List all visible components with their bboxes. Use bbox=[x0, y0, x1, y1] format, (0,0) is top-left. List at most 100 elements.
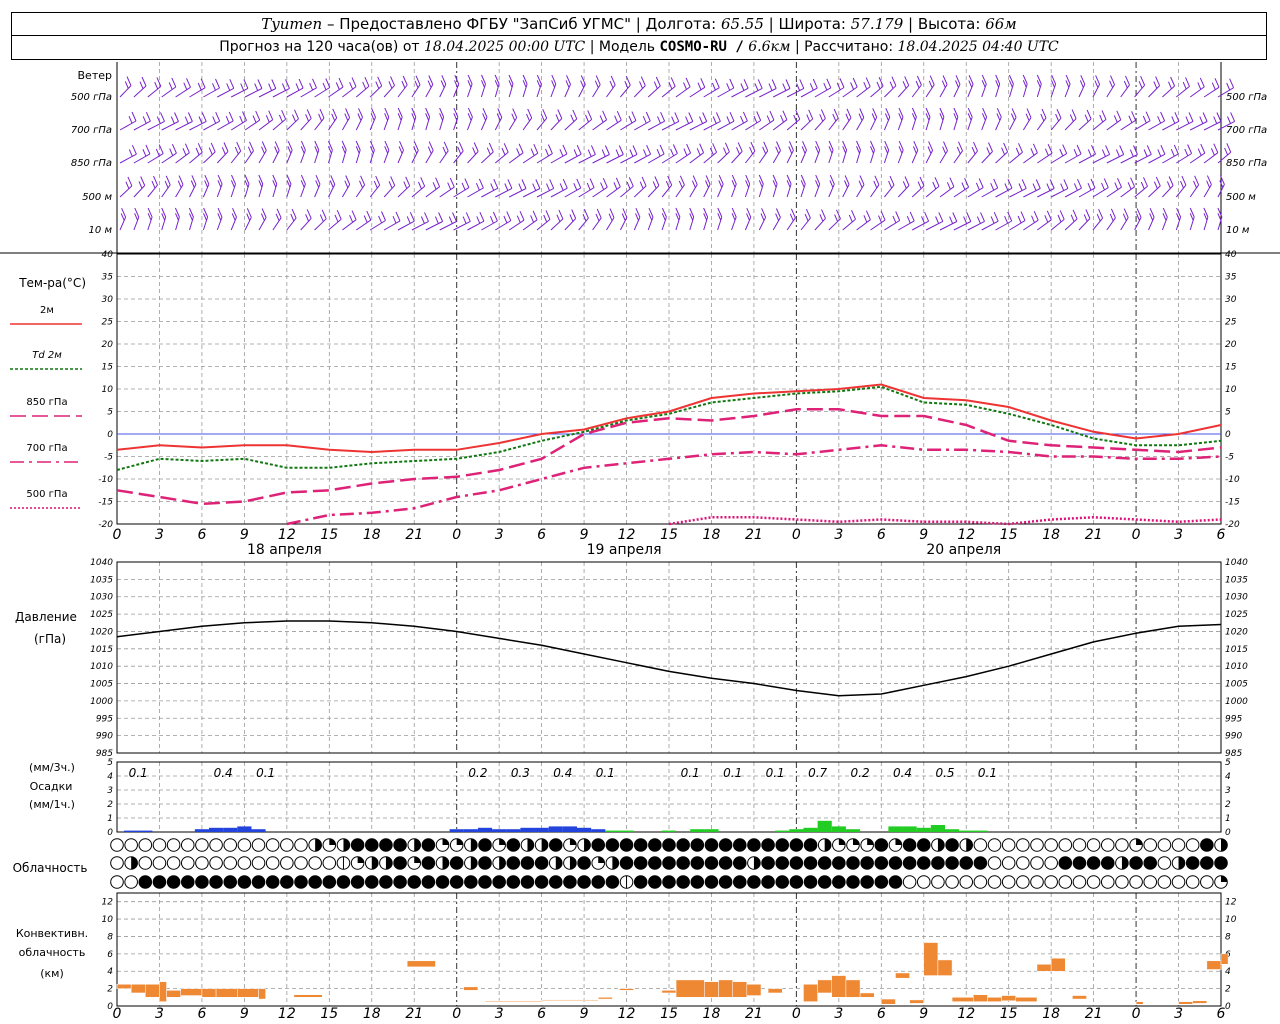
precip-snow-bar bbox=[223, 827, 238, 832]
wind-label: Ветер bbox=[78, 69, 112, 82]
precip-total-label: 0.1 bbox=[681, 766, 700, 780]
temp-ytick-left: 15 bbox=[102, 363, 114, 373]
cloud-symbol bbox=[379, 838, 393, 852]
temp-xtick: 18 bbox=[703, 527, 721, 543]
pressure-ytick-left: 1035 bbox=[90, 575, 113, 585]
wind-barb bbox=[1078, 109, 1092, 131]
cloud-symbol bbox=[789, 856, 804, 870]
cloud-symbol bbox=[987, 875, 1002, 889]
temp-ytick-left: 0 bbox=[107, 430, 113, 440]
cloud-symbol bbox=[548, 875, 563, 889]
temp-ytick-left: 30 bbox=[102, 295, 114, 305]
wind-barb bbox=[230, 79, 249, 98]
temp-legend-label: 700 гПа bbox=[26, 443, 67, 454]
cloud-symbol bbox=[379, 875, 393, 889]
cloud-symbol bbox=[1016, 875, 1030, 889]
pressure-ylabel-unit: (гПа) bbox=[34, 632, 66, 646]
wind-barb bbox=[925, 212, 944, 231]
wind-barb bbox=[397, 107, 403, 131]
cloud-symbol bbox=[449, 875, 464, 889]
conv-xtick: 18 bbox=[363, 1006, 381, 1022]
cloud-symbol bbox=[619, 838, 634, 852]
pressure-ytick-right: 1020 bbox=[1225, 627, 1248, 637]
wind-barb bbox=[661, 144, 678, 164]
wind-barb bbox=[967, 74, 974, 98]
wind-barb bbox=[327, 140, 333, 164]
pressure-frame bbox=[116, 561, 1222, 754]
wind-barb bbox=[675, 175, 685, 198]
wind-barb bbox=[884, 76, 897, 98]
cloud-symbol bbox=[492, 856, 506, 870]
conv-xtick: 9 bbox=[580, 1006, 589, 1022]
cloud-symbol bbox=[1086, 875, 1101, 889]
wind-barb bbox=[606, 75, 616, 98]
wind-barb bbox=[606, 145, 624, 164]
conv-cloud-bar bbox=[909, 999, 925, 1004]
conv-xtick: 0 bbox=[113, 1006, 122, 1022]
wind-barb bbox=[286, 140, 293, 164]
wind-barb bbox=[1134, 75, 1146, 98]
precip-rain-bar bbox=[945, 829, 960, 832]
temp-xtick: 6 bbox=[197, 527, 206, 543]
cloud-symbol bbox=[138, 856, 153, 870]
conv-cloud-bar bbox=[732, 981, 748, 998]
cloud-symbol bbox=[393, 856, 407, 870]
wind-barb bbox=[1064, 178, 1082, 198]
conv-cloud-bar bbox=[1178, 1001, 1193, 1005]
wind-barb bbox=[661, 175, 673, 198]
precip-snow-bar bbox=[577, 827, 592, 832]
cloud-symbol bbox=[492, 838, 506, 852]
wind-barb bbox=[1050, 144, 1068, 164]
wind-barb bbox=[1162, 144, 1179, 164]
temp-ytick-right: 10 bbox=[1225, 385, 1237, 395]
wind-barb bbox=[564, 75, 571, 98]
conv-cloud-bar bbox=[541, 999, 599, 1002]
conv-xtick: 15 bbox=[660, 1006, 678, 1022]
pressure-ytick-right: 1015 bbox=[1225, 645, 1248, 655]
wind-barb bbox=[161, 77, 177, 98]
wind-barb bbox=[939, 75, 948, 98]
precip-rain-bar bbox=[704, 829, 719, 832]
cloud-symbol bbox=[237, 856, 252, 870]
wind-barb bbox=[911, 176, 925, 198]
wind-barb bbox=[925, 141, 934, 164]
precip-snow-bar bbox=[520, 827, 535, 832]
wind-barb bbox=[217, 79, 235, 98]
wind-barb bbox=[508, 179, 527, 198]
cloud-symbol bbox=[1143, 856, 1158, 870]
provider-text: – Предоставлено ФГБУ "ЗапСиб УГМС" bbox=[326, 15, 632, 33]
wind-barb bbox=[1009, 179, 1027, 198]
cloud-symbol bbox=[1129, 875, 1143, 889]
wind-barb bbox=[1120, 111, 1137, 131]
wind-barb bbox=[1106, 177, 1122, 198]
wind-barb bbox=[856, 210, 871, 231]
cloud-symbol bbox=[1157, 856, 1172, 870]
wind-barb bbox=[1064, 209, 1078, 231]
wind-barb bbox=[1120, 75, 1130, 98]
wind-barb bbox=[620, 111, 637, 131]
wind-barb bbox=[925, 75, 935, 98]
cloud-symbol bbox=[166, 875, 181, 889]
wind-barb bbox=[216, 174, 223, 198]
cloud-symbol bbox=[591, 838, 606, 852]
conv-cloud-bar bbox=[1206, 960, 1222, 970]
precip-ylabel-1h: (мм/1ч.) bbox=[29, 798, 75, 811]
precip-ylabel-3h: (мм/3ч.) bbox=[29, 761, 75, 774]
conv-xtick: 3 bbox=[834, 1006, 843, 1022]
conv-cloud-bar bbox=[845, 979, 861, 998]
precip-rain-bar bbox=[888, 826, 903, 832]
cloud-symbol bbox=[563, 856, 577, 870]
wind-barb bbox=[467, 107, 473, 131]
wind-barb bbox=[953, 75, 961, 98]
cloud-symbol bbox=[1185, 838, 1200, 852]
cloud-symbol bbox=[364, 856, 379, 870]
wind-barb bbox=[467, 142, 479, 164]
cloud-symbol bbox=[916, 856, 931, 870]
cloud-symbol bbox=[931, 856, 945, 870]
wind-barb bbox=[911, 107, 917, 131]
temp-series-line bbox=[668, 516, 1222, 526]
cloud-symbol bbox=[1100, 875, 1115, 889]
cloud-symbol bbox=[449, 838, 464, 852]
cloud-symbol bbox=[1086, 856, 1101, 870]
